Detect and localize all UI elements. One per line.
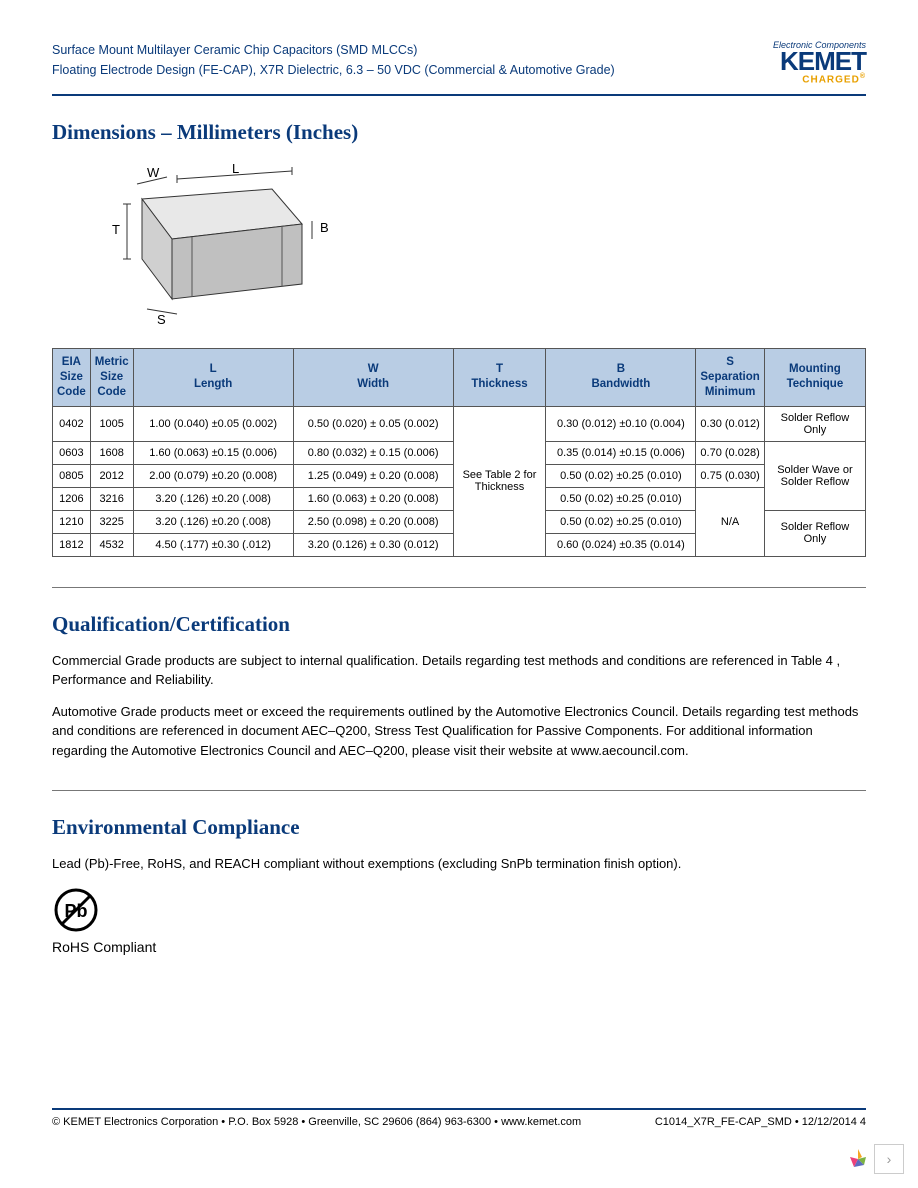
table-row: 04021005 1.00 (0.040) ±0.05 (0.002)0.50 … bbox=[53, 406, 866, 441]
pager-next-button[interactable]: › bbox=[874, 1144, 904, 1174]
th-mounting: MountingTechnique bbox=[764, 348, 865, 406]
page-header: Surface Mount Multilayer Ceramic Chip Ca… bbox=[52, 40, 866, 96]
env-p1: Lead (Pb)-Free, RoHS, and REACH complian… bbox=[52, 854, 866, 874]
th-eia: EIASizeCode bbox=[53, 348, 91, 406]
footer-left: © KEMET Electronics Corporation • P.O. B… bbox=[52, 1116, 581, 1128]
s-na-cell: N/A bbox=[696, 487, 764, 556]
mount-cell-mid: Solder Wave or Solder Reflow bbox=[764, 441, 865, 510]
env-title: Environmental Compliance bbox=[52, 815, 866, 840]
chip-diagram: L W T S B bbox=[72, 159, 866, 334]
page-footer: © KEMET Electronics Corporation • P.O. B… bbox=[52, 1108, 866, 1128]
diagram-label-L: L bbox=[232, 161, 239, 176]
pager-logo-icon bbox=[844, 1145, 872, 1173]
logo-main: KEMET bbox=[773, 50, 866, 73]
rohs-block: Pb bbox=[52, 886, 866, 939]
qualification-p2: Automotive Grade products meet or exceed… bbox=[52, 702, 866, 761]
dimensions-title: Dimensions – Millimeters (Inches) bbox=[52, 120, 866, 145]
qualification-title: Qualification/Certification bbox=[52, 612, 866, 637]
pager: › bbox=[844, 1144, 904, 1174]
separator bbox=[52, 587, 866, 588]
dimensions-table: EIASizeCode MetricSizeCode LLength WWidt… bbox=[52, 348, 866, 557]
mount-cell-bot: Solder Reflow Only bbox=[764, 510, 865, 556]
qualification-p1: Commercial Grade products are subject to… bbox=[52, 651, 866, 690]
diagram-label-S: S bbox=[157, 312, 166, 327]
th-bandwidth: BBandwidth bbox=[546, 348, 696, 406]
footer-right: C1014_X7R_FE-CAP_SMD • 12/12/2014 4 bbox=[655, 1116, 866, 1128]
thickness-cell: See Table 2 for Thickness bbox=[453, 406, 546, 556]
header-line1: Surface Mount Multilayer Ceramic Chip Ca… bbox=[52, 40, 615, 60]
pb-free-icon: Pb bbox=[52, 886, 100, 939]
th-metric: MetricSizeCode bbox=[90, 348, 133, 406]
th-width: WWidth bbox=[293, 348, 453, 406]
rohs-label: RoHS Compliant bbox=[52, 939, 866, 955]
header-line2: Floating Electrode Design (FE-CAP), X7R … bbox=[52, 60, 615, 80]
header-text: Surface Mount Multilayer Ceramic Chip Ca… bbox=[52, 40, 615, 80]
th-thickness: TThickness bbox=[453, 348, 546, 406]
diagram-label-B: B bbox=[320, 220, 329, 235]
kemet-logo: Electronic Components KEMET CHARGED® bbox=[773, 40, 866, 86]
diagram-label-W: W bbox=[147, 165, 160, 180]
separator bbox=[52, 790, 866, 791]
mount-cell-top: Solder Reflow Only bbox=[764, 406, 865, 441]
th-separation: SSeparationMinimum bbox=[696, 348, 764, 406]
diagram-label-T: T bbox=[112, 222, 120, 237]
th-length: LLength bbox=[133, 348, 293, 406]
